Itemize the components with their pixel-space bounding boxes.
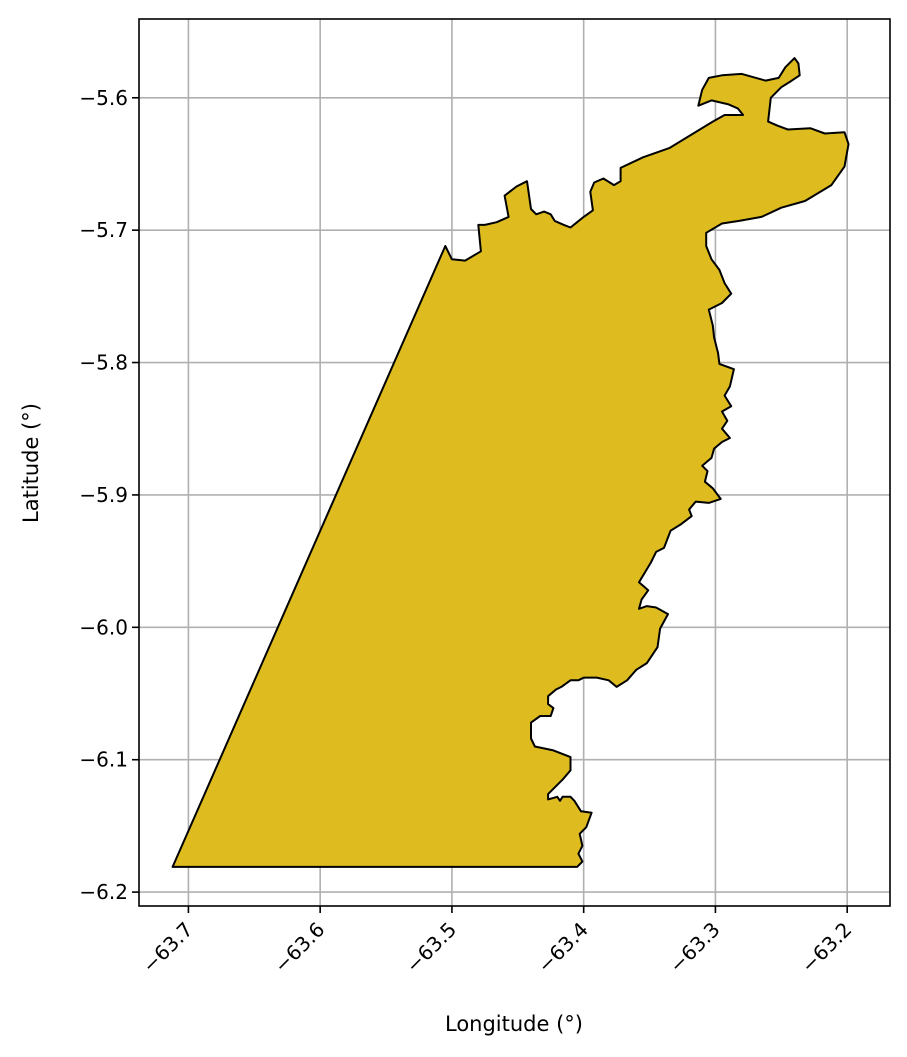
y-tick-label: −6.1 <box>79 748 128 772</box>
y-tick-label: −5.9 <box>79 483 128 507</box>
y-tick-label: −5.6 <box>79 86 128 110</box>
y-tick-label: −5.7 <box>79 218 128 242</box>
x-axis-label: Longitude (°) <box>445 1012 583 1036</box>
y-tick-label: −6.0 <box>79 615 128 639</box>
y-tick-label: −6.2 <box>79 880 128 904</box>
y-tick-label: −5.8 <box>79 351 128 375</box>
y-axis-label: Latitude (°) <box>19 403 43 523</box>
